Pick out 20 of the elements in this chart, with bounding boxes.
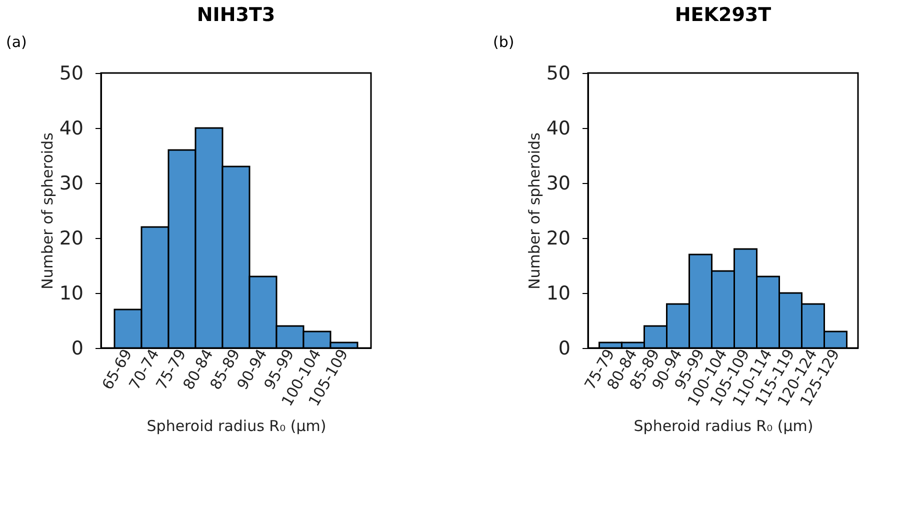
y-axis-title: Number of spheroids [38, 132, 56, 290]
x-axis-title: Spheroid radius R₀ (μm) [634, 416, 814, 435]
y-tick-label: 30 [546, 172, 570, 194]
y-tick-label: 50 [546, 62, 570, 84]
y-tick-label: 10 [59, 282, 84, 304]
y-tick-label: 40 [546, 118, 570, 140]
y-tick-label: 50 [59, 62, 84, 84]
chart-title: NIH3T3 [196, 4, 276, 26]
y-tick-label: 40 [59, 118, 84, 140]
y-tick-label: 20 [546, 228, 570, 250]
text: (b) [493, 33, 514, 51]
text: (a) [6, 33, 27, 51]
chart-title: HEK293T [674, 4, 772, 26]
y-tick-label: 10 [546, 282, 570, 304]
y-tick-label: 20 [59, 228, 84, 250]
y-tick-label: 0 [558, 338, 570, 360]
y-tick-label: 0 [71, 338, 84, 360]
y-tick-label: 30 [59, 172, 84, 194]
y-axis-title: Number of spheroids [525, 132, 544, 290]
x-axis-title: Spheroid radius R₀ (μm) [146, 416, 326, 435]
